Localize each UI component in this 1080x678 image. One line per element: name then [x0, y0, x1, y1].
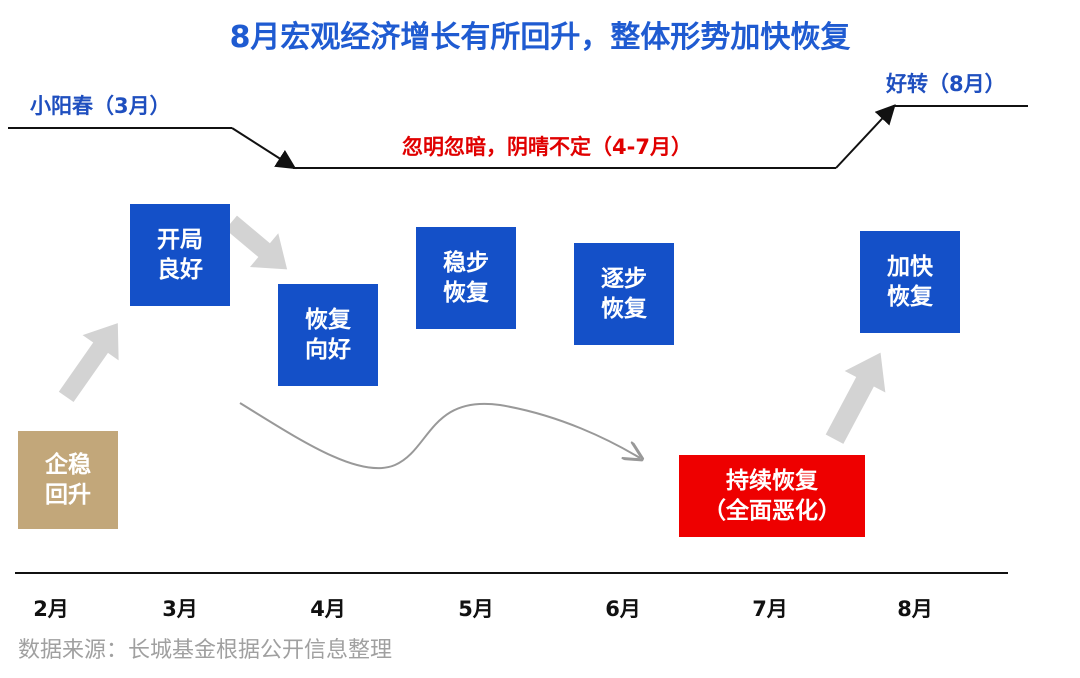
- gray-arrow-up-right: [825, 352, 886, 444]
- box-aug: 加快 恢复: [860, 231, 960, 333]
- month-label: 7月: [752, 597, 788, 621]
- month-label: 2月: [33, 597, 69, 621]
- data-source-note: 数据来源：长城基金根据公开信息整理: [18, 638, 393, 663]
- gray-arrow-up-left: [58, 323, 119, 403]
- page-title: 8月宏观经济增长有所回升，整体形势加快恢复: [229, 20, 851, 55]
- gray-arrow-down: [225, 215, 288, 270]
- phase-label-improve: 好转（8月）: [886, 72, 1006, 96]
- box-jun: 逐步 恢复: [574, 243, 674, 345]
- box-may: 稳步 恢复: [416, 227, 516, 329]
- phase-label-spring: 小阳春（3月）: [30, 94, 171, 118]
- box-mar: 开局 良好: [130, 204, 230, 306]
- month-label: 3月: [162, 597, 198, 621]
- month-label: 6月: [605, 597, 641, 621]
- box-jul: 持续恢复 （全面恶化）: [679, 455, 865, 537]
- phase-label-volatile: 忽明忽暗，阴晴不定（4-7月）: [402, 135, 692, 159]
- month-label: 4月: [310, 597, 346, 621]
- box-feb: 企稳 回升: [18, 431, 118, 529]
- month-label: 5月: [458, 597, 494, 621]
- curve-arrow: [239, 402, 640, 470]
- trend-line: [8, 104, 1028, 170]
- month-label: 8月: [897, 597, 933, 621]
- box-apr: 恢复 向好: [278, 284, 378, 386]
